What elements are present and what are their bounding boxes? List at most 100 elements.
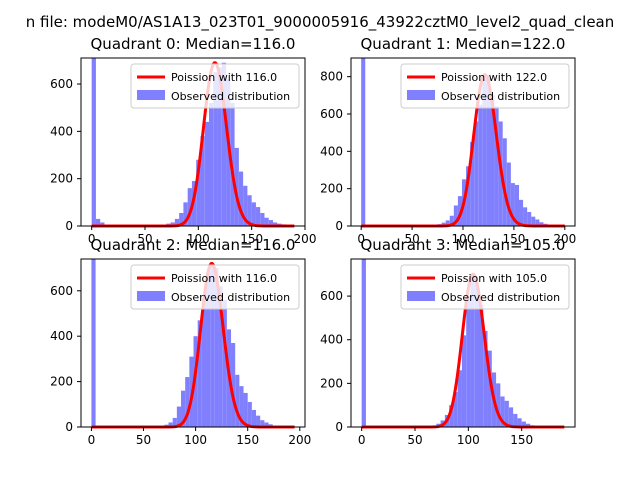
x-tick-label: 200 bbox=[553, 232, 576, 246]
histogram-bar bbox=[243, 185, 248, 226]
histogram-bar bbox=[217, 67, 222, 227]
histogram-bar bbox=[461, 335, 467, 427]
y-tick-label: 400 bbox=[50, 124, 73, 138]
histogram-bar bbox=[256, 415, 261, 427]
histogram-bar bbox=[506, 162, 511, 226]
subplot-quadrant-1: 0 50 100 150 200 0 200 400 600 800 Quadrant 1: Med… bbox=[320, 35, 576, 246]
histogram-bar bbox=[264, 422, 269, 427]
histogram-bar bbox=[500, 396, 505, 427]
legend-box bbox=[130, 63, 300, 109]
subplot-quadrant-0: 0 50 100 150 200 0 200 400 600 Quadrant 0: Median… bbox=[50, 35, 316, 246]
histogram-bar bbox=[251, 202, 256, 226]
legend: Poission with 122.0 Observed distribution bbox=[400, 63, 570, 109]
y-tick-label: 400 bbox=[320, 333, 343, 347]
histogram-bar bbox=[502, 138, 507, 226]
x-tick-label: 200 bbox=[288, 433, 311, 447]
histogram-bar bbox=[268, 220, 273, 226]
legend-label: Observed distribution bbox=[171, 90, 290, 103]
histogram-bar bbox=[176, 406, 182, 427]
y-tick-label: 200 bbox=[50, 375, 73, 389]
histogram-bar bbox=[449, 405, 454, 427]
subplot-title: Quadrant 3: Median=105.0 bbox=[361, 236, 566, 254]
histogram-bar bbox=[504, 400, 509, 427]
histogram-bar bbox=[185, 377, 190, 427]
y-tick-label: 0 bbox=[335, 219, 343, 233]
histogram-bar bbox=[474, 283, 479, 427]
figure-suptitle: n file: modeM0/AS1A13_023T01_9000005916_… bbox=[25, 13, 615, 31]
legend-label: Poission with 116.0 bbox=[171, 272, 277, 285]
x-tick-label: 0 bbox=[88, 232, 96, 246]
y-tick-label: 0 bbox=[65, 219, 73, 233]
histogram-bar bbox=[361, 259, 366, 427]
y-tick-label: 600 bbox=[320, 107, 343, 121]
histogram-bar bbox=[479, 304, 484, 427]
legend-label: Poission with 105.0 bbox=[441, 272, 547, 285]
histogram-bar bbox=[221, 62, 227, 227]
histogram-bar bbox=[474, 121, 479, 226]
histogram-bar bbox=[445, 220, 450, 226]
histogram-bar bbox=[486, 74, 491, 226]
histogram-bar bbox=[483, 331, 488, 427]
x-tick-label: 0 bbox=[88, 433, 96, 447]
histogram-bar bbox=[478, 104, 483, 226]
histogram-bar bbox=[204, 121, 209, 226]
histogram-bar bbox=[201, 297, 207, 427]
y-tick-label: 400 bbox=[50, 329, 73, 343]
histogram-bar bbox=[535, 219, 540, 226]
legend: Poission with 105.0 Observed distribution bbox=[400, 264, 570, 310]
histogram-bar bbox=[183, 202, 188, 226]
x-tick-label: 50 bbox=[404, 232, 419, 246]
x-tick-label: 50 bbox=[407, 433, 422, 447]
histogram-bar bbox=[490, 95, 495, 226]
histogram-bar bbox=[247, 195, 252, 226]
legend-bar-swatch bbox=[407, 90, 435, 100]
histogram-bar bbox=[487, 350, 492, 427]
axes-frame bbox=[80, 57, 306, 227]
histogram-bar bbox=[213, 72, 218, 227]
histogram-bar bbox=[361, 58, 366, 226]
histogram-bar bbox=[482, 78, 487, 227]
subplot-quadrant-2: 0 50 100 150 200 0 200 400 600 Quadrant 2: Median… bbox=[50, 236, 311, 447]
histogram-bar bbox=[510, 183, 515, 226]
histogram-bar bbox=[470, 274, 475, 427]
histogram-bar bbox=[170, 222, 175, 226]
histogram-bar bbox=[466, 296, 471, 427]
x-tick-label: 0 bbox=[358, 433, 366, 447]
histogram-bar bbox=[521, 421, 526, 427]
x-tick-label: 0 bbox=[357, 232, 365, 246]
histogram-bar bbox=[517, 418, 522, 427]
legend-bar-swatch bbox=[137, 90, 165, 100]
histogram-bar bbox=[234, 147, 239, 226]
histogram-bar bbox=[91, 58, 96, 226]
histogram-bar bbox=[200, 136, 205, 226]
legend-box bbox=[130, 264, 300, 310]
histogram-bar bbox=[453, 392, 458, 427]
legend-label: Poission with 122.0 bbox=[441, 71, 547, 84]
legend-bar-swatch bbox=[137, 291, 165, 301]
histogram-bar bbox=[179, 212, 184, 226]
y-tick-label: 0 bbox=[335, 420, 343, 434]
x-tick-label: 50 bbox=[136, 433, 151, 447]
legend: Poission with 116.0 Observed distribution bbox=[130, 264, 300, 310]
histogram-bar bbox=[206, 272, 211, 427]
histogram-bar bbox=[496, 383, 501, 427]
y-tick-label: 0 bbox=[65, 420, 73, 434]
legend-bar-swatch bbox=[407, 291, 435, 301]
y-tick-label: 200 bbox=[320, 376, 343, 390]
histogram-bar bbox=[187, 188, 192, 226]
histogram-bar bbox=[264, 217, 269, 226]
histogram-bar bbox=[449, 215, 454, 226]
y-tick-label: 200 bbox=[50, 172, 73, 186]
x-tick-label: 100 bbox=[187, 232, 210, 246]
x-tick-label: 150 bbox=[240, 232, 263, 246]
histogram-bar bbox=[239, 386, 244, 427]
x-tick-label: 150 bbox=[502, 232, 525, 246]
histogram-bar bbox=[196, 159, 201, 226]
subplot-title: Quadrant 1: Median=122.0 bbox=[361, 35, 566, 53]
histogram-bar bbox=[95, 218, 101, 226]
histogram-bar bbox=[519, 199, 524, 226]
histogram-bar bbox=[172, 417, 177, 427]
legend-label: Poission with 116.0 bbox=[171, 71, 277, 84]
x-tick-label: 100 bbox=[184, 433, 207, 447]
